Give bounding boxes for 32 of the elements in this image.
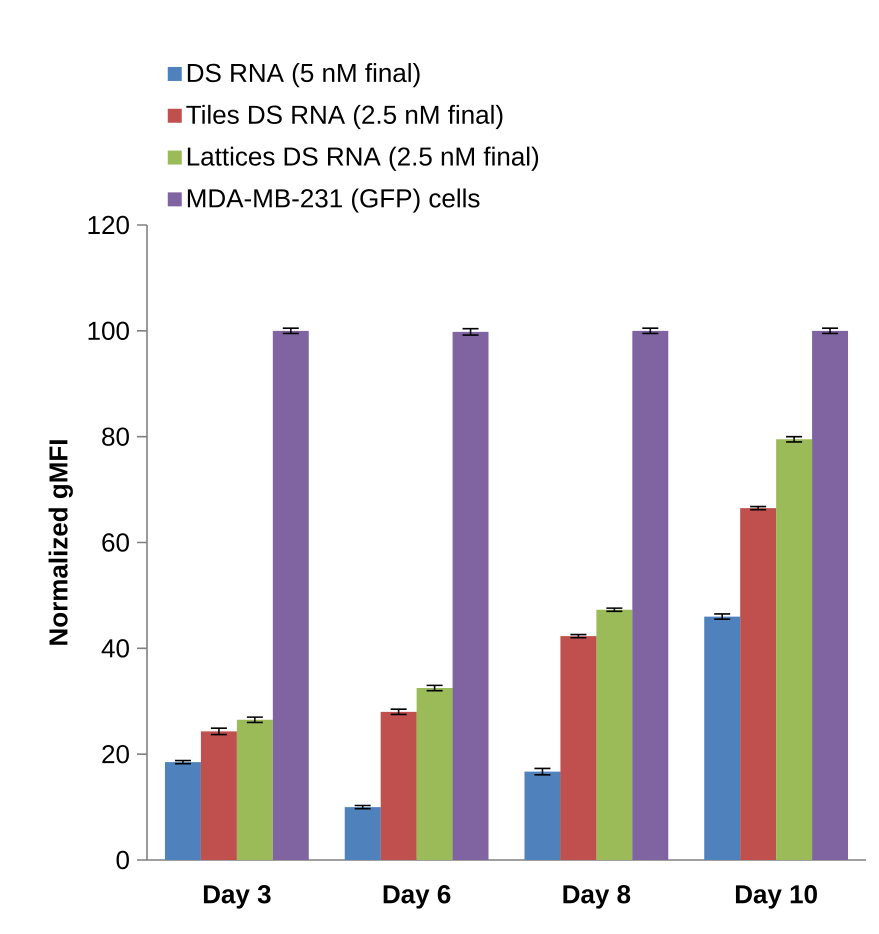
bar (524, 772, 560, 860)
bar (416, 688, 453, 860)
legend-label: Tiles DS RNA (2.5 nM final) (186, 104, 502, 130)
bar (164, 762, 201, 860)
bar (452, 332, 489, 860)
x-tick-label: Day 3 (204, 885, 271, 909)
y-tick-label: 120 (88, 216, 129, 234)
bar (560, 636, 596, 860)
bar (344, 807, 381, 860)
bar (704, 616, 740, 860)
bar (740, 508, 776, 860)
bar (776, 439, 812, 860)
bar (596, 610, 632, 860)
y-tick-label: 60 (102, 533, 129, 552)
x-tick-label: Day 8 (563, 885, 630, 909)
bar (632, 330, 668, 860)
legend-label: MDA-MB-231 (GFP) cells (188, 188, 480, 213)
bar (200, 731, 237, 860)
bar (380, 712, 417, 860)
y-tick-label: 40 (102, 639, 129, 658)
x-tick-label: Day 6 (384, 885, 450, 909)
y-tick-label: 20 (102, 744, 129, 764)
y-tick-label: 0 (116, 850, 129, 870)
bar (272, 330, 309, 860)
y-axis-title: Normalized gMFI (48, 440, 73, 645)
y-tick-label: 100 (88, 322, 129, 340)
x-tick-label: Day 10 (736, 885, 817, 909)
bar (812, 330, 848, 860)
bar (236, 720, 273, 860)
legend-label: Lattices DS RNA (2.5 nM final) (188, 146, 538, 171)
y-tick-label: 80 (102, 427, 129, 446)
legend-label: DS RNA (5 nM final) (188, 63, 420, 88)
